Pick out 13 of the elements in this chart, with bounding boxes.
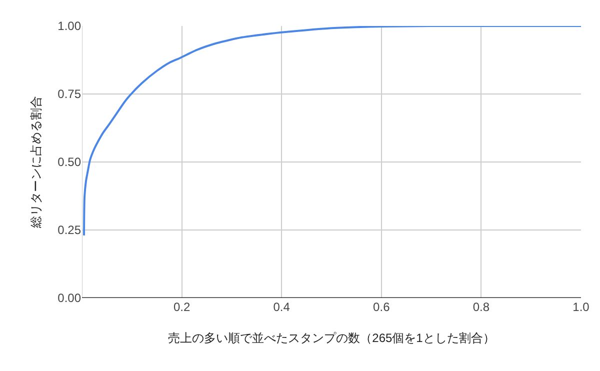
x-tick-label: 0.2 [173,300,190,314]
y-tick-label: 0.50 [58,155,82,170]
x-tick-label: 0.4 [273,300,290,314]
y-tick-label: 0.75 [58,87,82,102]
y-tick-label: 1.00 [58,19,82,34]
y-axis-title: 総リターンに占める割合 [28,96,43,229]
x-tick-label: 0.6 [373,300,390,314]
line-series [83,26,581,236]
x-tick-label: 0.8 [472,300,490,314]
x-tick-label: 1.0 [572,300,590,314]
y-tick-label: 0.00 [58,291,82,306]
x-axis-title: 売上の多い順で並べたスタンプの数（265個を1とした割合） [168,330,495,345]
y-tick-label: 0.25 [58,223,82,238]
